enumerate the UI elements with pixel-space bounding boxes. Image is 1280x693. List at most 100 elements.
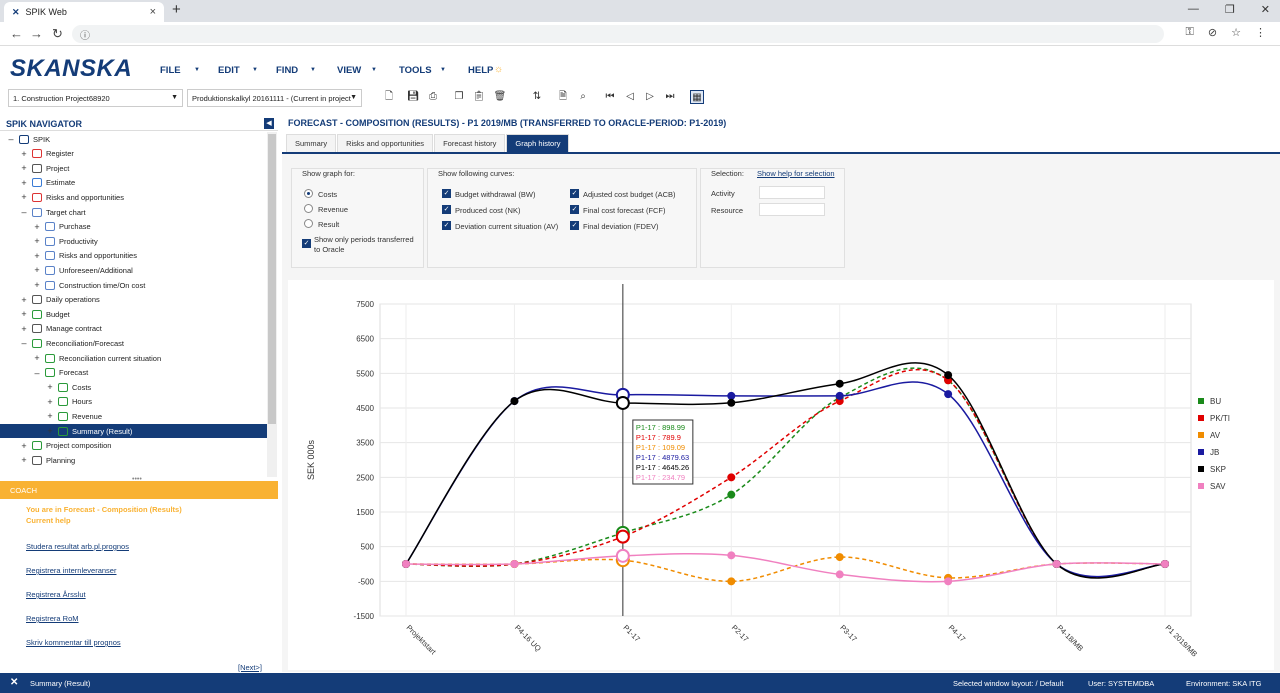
revenue-radio[interactable] (304, 204, 313, 213)
coach-link[interactable]: Skriv kommentar till prognos (26, 638, 121, 647)
copy-icon[interactable]: ❐ (454, 91, 464, 102)
expand-icon[interactable]: + (21, 163, 27, 174)
more-icon[interactable]: ⋮ (1255, 27, 1266, 39)
delete-icon[interactable]: 🗑︎ (493, 91, 507, 102)
collapse-icon[interactable]: – (21, 338, 27, 349)
curve-acb-checkbox[interactable]: ✓ (570, 189, 579, 198)
tab-graph-history[interactable]: Graph history (506, 134, 570, 152)
nav-item[interactable]: + Planning (0, 453, 267, 467)
close-window-icon[interactable]: ✕ (1260, 4, 1270, 16)
splitter-handle[interactable]: •••• (132, 476, 142, 483)
collapse-icon[interactable]: – (8, 134, 14, 144)
project-select[interactable]: 1. Construction Project68920 ▼ (8, 89, 183, 107)
coach-link[interactable]: Registrera Årsslut (26, 590, 86, 599)
block-icon[interactable]: ⊘ (1207, 27, 1218, 39)
costs-radio[interactable] (304, 189, 313, 198)
expand-icon[interactable]: + (21, 455, 27, 466)
nav-item[interactable]: + Costs (0, 380, 267, 394)
nav-item[interactable]: – Reconciliation/Forecast (0, 336, 267, 350)
activity-input[interactable] (759, 186, 825, 199)
expand-icon[interactable]: + (47, 426, 53, 436)
nav-item[interactable]: + Project composition (0, 439, 267, 453)
nav-item[interactable]: + Daily operations (0, 293, 267, 307)
minimize-icon[interactable]: — (1187, 3, 1199, 15)
expand-icon[interactable]: + (34, 236, 40, 247)
nav-item[interactable]: + Risks and opportunities (0, 190, 267, 204)
search-icon[interactable]: ⌕ (580, 91, 586, 102)
scrollbar-thumb[interactable] (268, 134, 276, 424)
tab-forecast-history[interactable]: Forecast history (434, 134, 506, 152)
key-icon[interactable]: ⚿ (1185, 26, 1194, 38)
expand-icon[interactable]: + (21, 309, 27, 320)
collapse-icon[interactable]: – (21, 207, 27, 217)
first-record-icon[interactable]: ⏮ (605, 91, 615, 102)
menu-tools[interactable]: TOOLS (399, 65, 432, 76)
paste-icon[interactable]: 📋︎ (472, 91, 486, 102)
curve-bw-checkbox[interactable]: ✓ (442, 189, 451, 198)
collapse-navigator-icon[interactable]: ◀ (264, 118, 274, 129)
menu-help[interactable]: HELP (468, 65, 494, 76)
coach-next-link[interactable]: [Next>] (238, 663, 262, 672)
nav-item[interactable]: + Revenue (0, 409, 267, 423)
nav-item[interactable]: – Forecast (0, 366, 267, 380)
reload-icon[interactable]: ↻ (52, 26, 63, 41)
forward-icon[interactable]: → (30, 26, 43, 41)
expand-icon[interactable]: + (21, 177, 27, 188)
nav-item[interactable]: + Productivity (0, 234, 267, 248)
menu-find[interactable]: FIND (276, 65, 299, 76)
menu-file[interactable]: FILE (160, 65, 181, 76)
filter-document-icon[interactable]: 🗎 (558, 91, 568, 102)
expand-icon[interactable]: + (47, 382, 53, 393)
nav-item[interactable]: + Risks and opportunities (0, 249, 267, 263)
nav-item[interactable]: + Purchase (0, 220, 267, 234)
expand-icon[interactable]: + (47, 396, 53, 407)
coach-link[interactable]: Studera resultat arb.pl.prognos (26, 542, 129, 551)
expand-icon[interactable]: + (34, 265, 40, 276)
expand-icon[interactable]: + (21, 192, 27, 203)
last-record-icon[interactable]: ⏭ (665, 91, 675, 102)
expand-icon[interactable]: + (21, 323, 27, 334)
nav-item[interactable]: + Unforeseen/Additional (0, 263, 267, 277)
curve-nk-checkbox[interactable]: ✓ (442, 205, 451, 214)
expand-icon[interactable]: + (21, 148, 27, 159)
curve-av-checkbox[interactable]: ✓ (442, 221, 451, 230)
expand-icon[interactable]: + (34, 353, 40, 363)
layout-icon[interactable]: ▦ (690, 90, 704, 104)
resource-input[interactable] (759, 203, 825, 216)
expand-icon[interactable]: + (34, 280, 40, 290)
navigator-scrollbar[interactable] (267, 132, 277, 477)
menu-edit[interactable]: EDIT (218, 65, 240, 76)
nav-item[interactable]: + Summary (Result) (0, 424, 267, 438)
nav-item[interactable]: – SPIK (0, 132, 267, 146)
collapse-icon[interactable]: – (34, 367, 40, 378)
nav-item[interactable]: + Manage contract (0, 322, 267, 336)
prev-record-icon[interactable]: ◁ (626, 91, 634, 102)
new-tab-icon[interactable]: + (172, 1, 181, 18)
selection-help-link[interactable]: Show help for selection (757, 169, 835, 178)
nav-item[interactable]: – Target chart (0, 205, 267, 219)
coach-link[interactable]: Registrera RoM (26, 614, 79, 623)
result-radio[interactable] (304, 219, 313, 228)
tab-risks-and-opportunities[interactable]: Risks and opportunities (337, 134, 434, 152)
print-icon[interactable]: ⎙ (429, 91, 437, 102)
curve-fdev-checkbox[interactable]: ✓ (570, 221, 579, 230)
tab-summary[interactable]: Summary (286, 134, 337, 152)
nav-item[interactable]: + Budget (0, 307, 267, 321)
sort-icon[interactable]: ⇅ (532, 91, 542, 102)
expand-icon[interactable]: + (34, 250, 40, 261)
menu-view[interactable]: VIEW (337, 65, 362, 76)
restore-icon[interactable]: ❐ (1224, 4, 1235, 16)
expand-icon[interactable]: + (21, 294, 27, 305)
skanska-logo[interactable]: SKANSKA (10, 55, 133, 82)
save-icon[interactable]: 💾︎ (406, 91, 420, 102)
expand-icon[interactable]: + (21, 440, 27, 451)
nav-item[interactable]: + Estimate (0, 176, 267, 190)
only-periods-checkbox[interactable]: ✓ (302, 239, 311, 248)
next-record-icon[interactable]: ▷ (646, 91, 654, 102)
nav-item[interactable]: + Construction time/On cost (0, 278, 267, 292)
url-field[interactable]: ⓘ (72, 25, 1164, 43)
browser-tab[interactable]: ✕ SPIK Web × (4, 2, 164, 22)
new-document-icon[interactable]: 🗋 (384, 91, 394, 102)
nav-item[interactable]: + Hours (0, 395, 267, 409)
nav-item[interactable]: + Project (0, 161, 267, 175)
